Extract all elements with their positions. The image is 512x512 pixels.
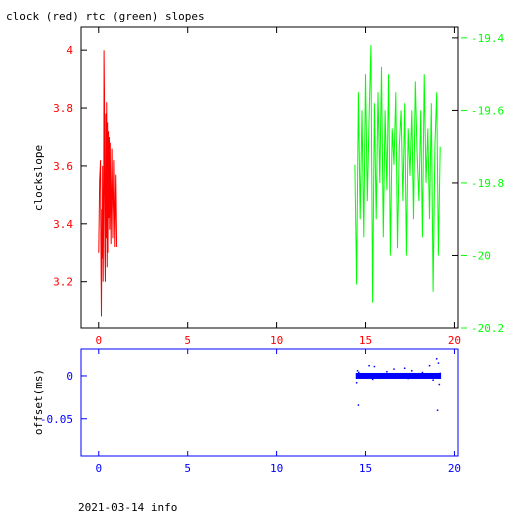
offset-point [418,373,420,376]
top-y-tick-label: 4 [66,44,73,57]
top-x-tick-label: 10 [270,334,283,347]
top-right-tick-label: -20 [471,249,491,262]
rtc-slope-series [354,45,441,303]
offset-point [386,370,388,373]
top-x-tick-label: 15 [359,334,372,347]
offset-point [425,375,427,377]
top-y-tick-label: 3.8 [53,102,73,115]
bottom-y-tick-label: 0 [66,370,73,383]
offset-point [411,370,413,372]
top-axis-ticks: 0 5 10 15 20 3.2 3.4 3.6 3.8 4 -20.2 -20 -19.8 -19.6 -… [53,27,504,347]
offset-point [355,382,358,384]
offset-band [355,372,442,379]
clock-slope-series [98,50,118,317]
top-x-tick-label: 20 [448,334,461,347]
offset-point [357,404,360,406]
offset-point [439,372,441,375]
offset-point [407,377,409,380]
offset-point [414,374,417,376]
top-plot-frame [80,26,459,329]
top-right-tick-label: -19.8 [471,177,504,190]
top-right-tick-label: -20.2 [471,322,504,335]
top-right-tick-label: -19.6 [471,104,504,117]
offset-point [436,409,439,411]
bottom-x-tick-label: 5 [184,462,191,475]
offset-point [379,373,381,376]
offset-point [432,379,434,381]
top-y-tick-label: 3.2 [53,276,73,289]
top-right-tick-label: -19.4 [471,32,504,45]
bottom-plot-frame [80,348,459,457]
offset-point [356,370,359,372]
bottom-y-tick-label: -0.05 [40,413,73,426]
bottom-x-tick-label: 20 [448,462,461,475]
offset-point [438,383,441,386]
offset-point [373,365,376,368]
offset-point [389,376,392,379]
top-y-tick-label: 3.4 [53,218,73,231]
offset-point [358,371,360,374]
top-series-group [98,45,441,317]
bottom-axis-ticks: 0 5 10 15 20 0 -0.05 [40,349,461,475]
offset-point [359,376,361,379]
top-y-tick-label: 3.6 [53,160,73,173]
offset-point [428,364,431,367]
top-x-tick-label: 0 [95,334,102,347]
bottom-series-group [355,358,442,411]
offset-point [382,375,385,377]
top-x-tick-label: 5 [184,334,191,347]
offset-point [364,375,367,377]
offset-point [400,375,402,377]
bottom-y-axis-label: offset(ms) [32,369,45,435]
chart-title: clock (red) rtc (green) slopes [6,10,205,23]
offset-point [393,368,395,370]
offset-point [371,378,374,381]
top-y-axis-label: clockslope [32,145,45,211]
offset-point [421,371,424,374]
offset-point [437,362,440,364]
offset-point [435,358,438,360]
footer-info: 2021-03-14 info [78,501,177,512]
offset-point [396,374,399,376]
bottom-x-tick-label: 0 [95,462,102,475]
offset-point [403,367,406,370]
offset-point [368,364,370,367]
bottom-x-tick-label: 15 [359,462,372,475]
bottom-x-tick-label: 10 [270,462,283,475]
